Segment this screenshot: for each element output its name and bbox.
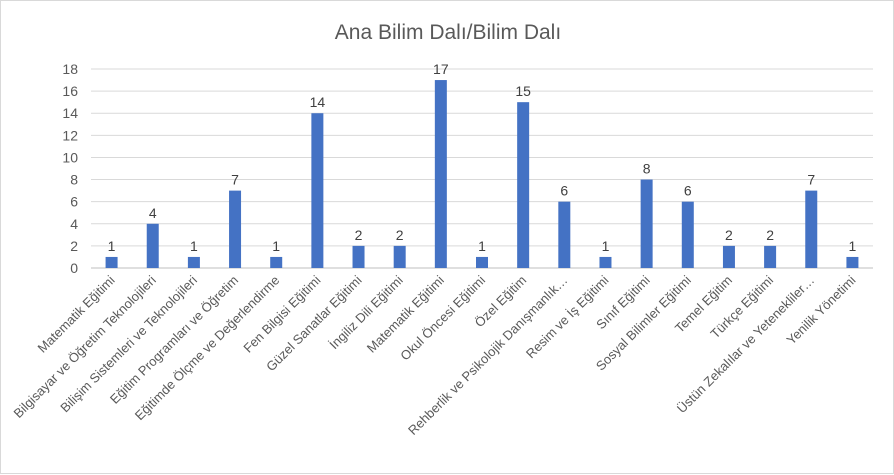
data-label: 6 (560, 183, 568, 199)
y-tick-label: 16 (62, 83, 78, 99)
data-label: 1 (602, 238, 610, 254)
bar (229, 190, 242, 268)
y-axis-ticks: 0 2 4 6 8 10 12 14 16 18 (62, 61, 78, 276)
y-tick-label: 12 (62, 127, 78, 143)
data-label: 1 (478, 238, 486, 254)
data-label: 1 (272, 238, 280, 254)
bar (476, 256, 488, 268)
data-label: 8 (643, 161, 651, 177)
data-label: 2 (766, 227, 774, 243)
bar (722, 245, 735, 268)
bar (105, 256, 118, 268)
bar (352, 245, 365, 268)
bar (681, 201, 694, 268)
data-label: 2 (396, 227, 404, 243)
y-tick-label: 2 (70, 238, 78, 254)
bar (517, 102, 530, 269)
bar (393, 245, 406, 268)
data-label: 17 (433, 61, 449, 77)
bar (599, 256, 612, 268)
bar (805, 190, 818, 268)
y-tick-label: 0 (70, 260, 78, 276)
y-tick-label: 18 (62, 61, 78, 77)
data-label: 1 (849, 238, 857, 254)
y-tick-label: 14 (62, 105, 78, 121)
data-label: 7 (807, 172, 815, 188)
chart-title: Ana Bilim Dalı/Bilim Dalı (335, 21, 561, 44)
category-label: Matematik Eğitimi (35, 272, 118, 355)
data-label: 1 (190, 238, 198, 254)
bar (764, 245, 777, 268)
data-label: 4 (149, 205, 157, 221)
category-label: İngiliz Dili Eğitimi (326, 272, 406, 352)
bar (311, 113, 324, 268)
bar (846, 256, 859, 268)
data-label: 2 (355, 227, 363, 243)
y-tick-label: 6 (70, 194, 78, 210)
category-label: Fen Bilgisi Eğitimi (240, 272, 323, 355)
bar (146, 223, 159, 268)
bar (187, 256, 200, 268)
data-label: 14 (310, 94, 326, 110)
y-tick-label: 4 (70, 216, 78, 232)
data-label: 6 (684, 183, 692, 199)
bars (105, 80, 859, 269)
bar (558, 201, 571, 268)
data-label: 1 (108, 238, 116, 254)
data-label: 2 (725, 227, 733, 243)
data-label: 7 (231, 172, 239, 188)
bar (434, 80, 447, 268)
y-tick-label: 10 (62, 149, 78, 165)
data-label: 15 (515, 83, 531, 99)
bar (640, 179, 653, 268)
category-label: Matematik Eğitimi (364, 272, 447, 355)
gridlines (91, 68, 873, 269)
bar (270, 256, 283, 268)
y-tick-label: 8 (70, 172, 78, 188)
